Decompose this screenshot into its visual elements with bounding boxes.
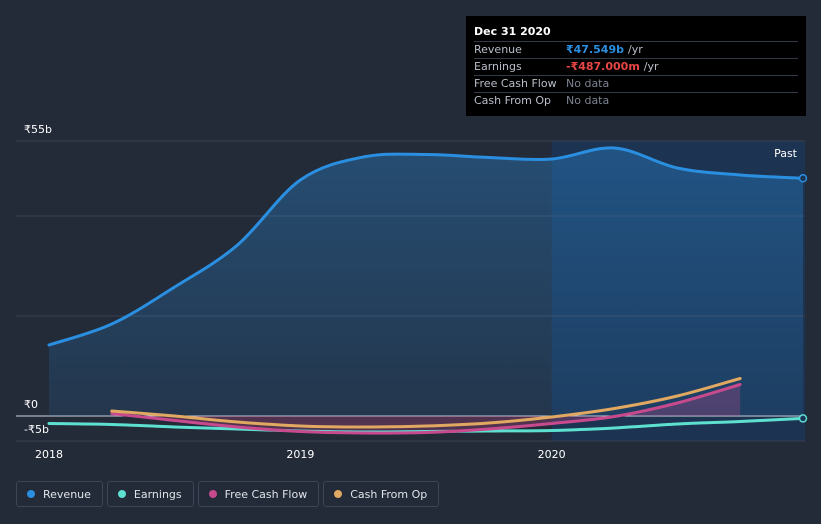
- legend-item-cash-from-op[interactable]: Cash From Op: [323, 481, 440, 507]
- tooltip-unit: /yr: [643, 60, 659, 73]
- legend-item-revenue[interactable]: Revenue: [16, 481, 103, 507]
- legend-label: Revenue: [43, 487, 91, 501]
- revenue-line: [47, 146, 805, 347]
- x-tick-label: 2020: [538, 448, 566, 461]
- past-label: Past: [774, 147, 798, 160]
- legend-label: Free Cash Flow: [224, 487, 308, 501]
- tooltip-label: Revenue: [474, 43, 522, 56]
- tooltip-label: Cash From Op: [474, 94, 552, 107]
- x-tick-label: 2018: [35, 448, 63, 461]
- tooltip-row-cash-from-op: Cash From Op No data: [474, 92, 798, 109]
- legend-label: Cash From Op: [350, 487, 428, 501]
- x-tick-label: 2019: [286, 448, 314, 461]
- earnings-dot-icon: [117, 490, 126, 498]
- tooltip: Dec 31 2020 Revenue ₹47.549b /yr Earning…: [466, 16, 806, 116]
- free-cash-flow-dot-icon: [208, 490, 217, 498]
- tooltip-value: -₹487.000m: [566, 60, 640, 73]
- cash-from-op-line: [110, 377, 742, 429]
- free-cash-flow-line: [110, 383, 742, 435]
- revenue-end-marker: [798, 174, 808, 183]
- tooltip-value: ₹47.549b: [566, 43, 624, 56]
- y-tick-label: -₹5b: [24, 423, 49, 436]
- tooltip-label: Earnings: [474, 60, 522, 73]
- y-tick-label: ₹0: [24, 398, 38, 411]
- legend-label: Earnings: [133, 487, 182, 501]
- y-tick-label: ₹55b: [24, 123, 52, 136]
- tooltip-row-free-cash-flow: Free Cash Flow No data: [474, 75, 798, 92]
- tooltip-value: No data: [566, 77, 610, 90]
- tooltip-label: Free Cash Flow: [474, 77, 557, 90]
- revenue-dot-icon: [27, 490, 35, 498]
- legend-item-earnings[interactable]: Earnings: [106, 481, 194, 507]
- tooltip-row-earnings: Earnings -₹487.000m /yr: [474, 58, 798, 75]
- cash-from-op-dot-icon: [334, 490, 343, 498]
- earnings-end-marker: [798, 414, 808, 423]
- legend: Revenue Earnings Free Cash Flow Cash Fro…: [16, 481, 443, 507]
- free-cash-flow-area: [111, 384, 741, 434]
- tooltip-row-revenue: Revenue ₹47.549b /yr: [474, 41, 798, 58]
- legend-item-free-cash-flow[interactable]: Free Cash Flow: [197, 481, 320, 507]
- tooltip-value: No data: [566, 94, 610, 107]
- tooltip-date: Dec 31 2020: [474, 25, 551, 38]
- revenue-area: [49, 147, 803, 416]
- tooltip-unit: /yr: [627, 43, 643, 56]
